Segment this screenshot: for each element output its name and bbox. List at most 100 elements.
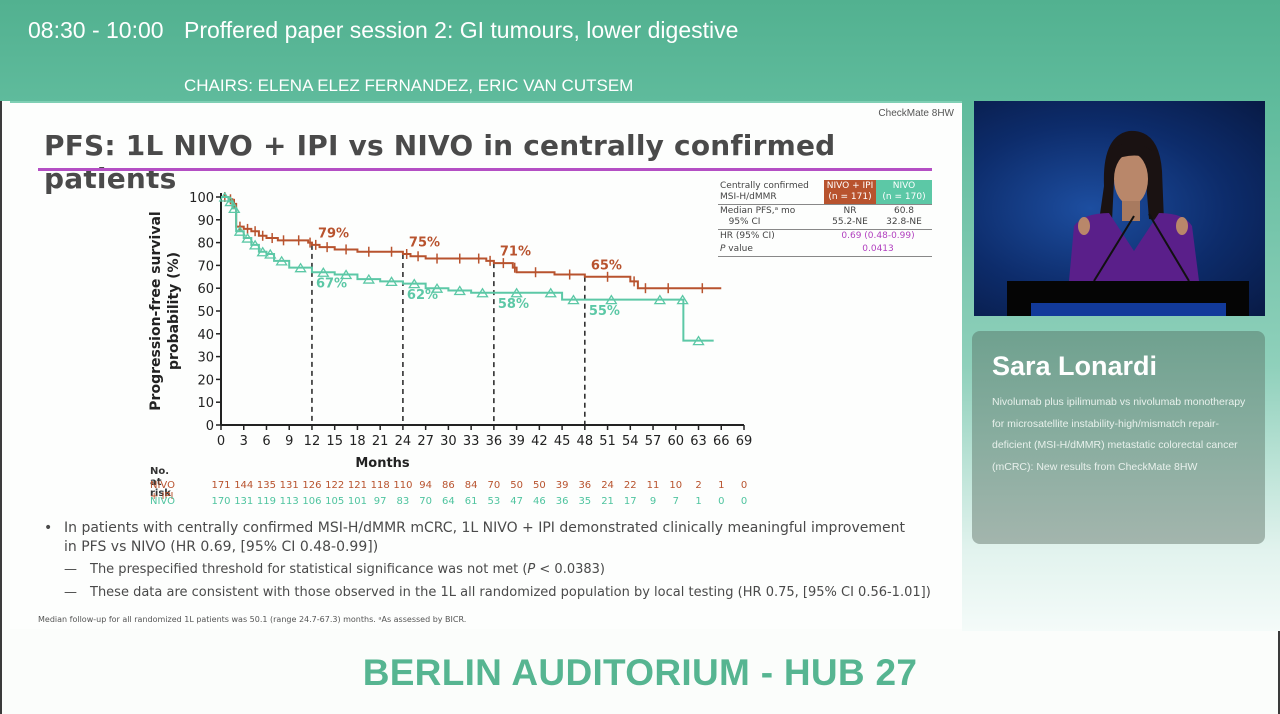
censor-mark (453, 285, 466, 296)
risk-value: 131 (279, 480, 299, 491)
speaker-video (974, 101, 1265, 316)
risk-value: 118 (370, 480, 390, 491)
x-tick-label: 63 (690, 434, 707, 449)
y-tick-label: 20 (197, 373, 214, 388)
y-tick-label: 80 (197, 237, 214, 252)
risk-value: 10 (669, 480, 683, 491)
x-tick-label: 39 (508, 434, 525, 449)
y-tick-label: 30 (197, 351, 214, 366)
y-tick-label: 50 (197, 305, 214, 320)
risk-value: 121 (347, 480, 367, 491)
session-title: Proffered paper session 2: GI tumours, l… (184, 17, 739, 43)
nivo-curve (221, 196, 714, 342)
x-tick-label: 54 (622, 434, 639, 449)
risk-value: 0 (740, 496, 748, 507)
risk-value: 17 (623, 496, 637, 507)
key-findings: In patients with centrally confirmed MSI… (44, 519, 944, 603)
x-tick-label: 3 (240, 434, 248, 449)
risk-value: 11 (646, 480, 660, 491)
slide-title: PFS: 1L NIVO + IPI vs NIVO in centrally … (44, 129, 836, 195)
x-tick-label: 42 (531, 434, 548, 449)
landmark-label: 58% (498, 297, 529, 312)
risk-table-title: No. at risk (150, 466, 171, 499)
censor-mark (241, 232, 254, 243)
landmark-label: 55% (589, 304, 620, 319)
risk-value: 0 (740, 480, 748, 491)
speaker-card: Sara Lonardi Nivolumab plus ipilimumab v… (972, 331, 1265, 544)
risk-value: 22 (623, 480, 637, 491)
session-chairs: CHAIRS: ELENA ELEZ FERNANDEZ, ERIC VAN C… (184, 76, 634, 95)
nivo-ipi-curve (221, 196, 722, 290)
x-tick-label: 27 (417, 434, 434, 449)
ci-label: 95% CI (728, 217, 761, 227)
hr-value: 0.69 (0.48-0.99) (841, 231, 915, 241)
risk-value: 135 (256, 480, 277, 491)
x-tick-label: 45 (554, 434, 571, 449)
bullet-sub-1: — The prespecified threshold for statisti… (64, 562, 605, 577)
risk-value: 50 (532, 480, 546, 491)
risk-value: 64 (442, 496, 455, 507)
y-tick-label: 90 (197, 214, 214, 229)
censor-mark (248, 239, 262, 250)
footnote: Median follow-up for all randomized 1L p… (38, 615, 467, 624)
risk-value: 50 (510, 480, 523, 491)
x-axis-label: Months (355, 456, 410, 471)
session-header: 08:30 - 10:00 Proffered paper session 2:… (0, 0, 1280, 101)
x-tick-label: 48 (577, 434, 594, 449)
speaker-name: Sara Lonardi (992, 351, 1158, 381)
censor-mark (224, 196, 237, 207)
risk-value: 110 (393, 480, 413, 491)
x-tick-label: 57 (645, 434, 662, 449)
x-tick-label: 12 (304, 434, 321, 449)
x-tick-label: 9 (285, 434, 293, 449)
x-tick-label: 0 (217, 434, 225, 449)
censor-mark (294, 262, 307, 273)
censor-mark (362, 273, 375, 284)
landmark-label: 75% (409, 236, 440, 251)
risk-value: 97 (373, 496, 387, 507)
censor-mark (275, 255, 288, 266)
risk-value: 46 (532, 496, 546, 507)
risk-value: 39 (555, 480, 569, 491)
talk-title: Nivolumab plus ipilimumab vs nivolumab m… (992, 396, 1246, 473)
censor-mark (476, 287, 489, 298)
y-tick-label: 10 (197, 396, 214, 411)
median-nivo-ipi: NR 55.2-NE (824, 204, 876, 230)
landmark-label: 62% (407, 288, 438, 303)
risk-value: 113 (279, 496, 299, 507)
x-tick-label: 6 (262, 434, 270, 449)
censor-mark (676, 294, 689, 305)
risk-value: 70 (419, 496, 432, 507)
x-tick-label: 15 (326, 434, 343, 449)
y-axis-label: probability (%) (166, 252, 182, 370)
venue-label: BERLIN AUDITORIUM - HUB 27 (362, 652, 918, 693)
x-tick-label: 30 (440, 434, 457, 449)
risk-label: NIVO (150, 496, 175, 507)
risk-value: 36 (555, 496, 569, 507)
km-chart: 0 10 20 30 40 50 60 70 80 90 100 0 3 6 9 12 15 18 21 24 27 30… (10, 103, 962, 631)
presentation-slide: CheckMate 8HW PFS: 1L NIVO + IPI vs NIVO… (10, 101, 962, 629)
risk-value: 47 (510, 496, 523, 507)
risk-value: 119 (256, 496, 277, 507)
risk-value: 21 (601, 496, 614, 507)
risk-value: 36 (578, 480, 592, 491)
landmark-label: 65% (591, 258, 622, 273)
risk-value: 1 (718, 480, 725, 491)
p-label: P value (718, 243, 824, 257)
x-tick-label: 21 (372, 434, 389, 449)
censor-mark (256, 246, 269, 257)
x-tick-label: 36 (486, 434, 503, 449)
censor-mark (233, 225, 247, 236)
landmark-label: 79% (318, 226, 349, 241)
p-value: 0.0413 (824, 243, 932, 257)
risk-value: 84 (464, 480, 478, 491)
risk-value: 101 (347, 496, 367, 507)
y-tick-label: 100 (189, 191, 214, 206)
risk-value: 106 (302, 496, 322, 507)
risk-value: 171 (211, 480, 231, 491)
risk-value: 2 (695, 480, 702, 491)
censor-mark (264, 248, 277, 259)
risk-value: 35 (578, 496, 592, 507)
risk-label: NIVO + IPI (150, 480, 175, 502)
